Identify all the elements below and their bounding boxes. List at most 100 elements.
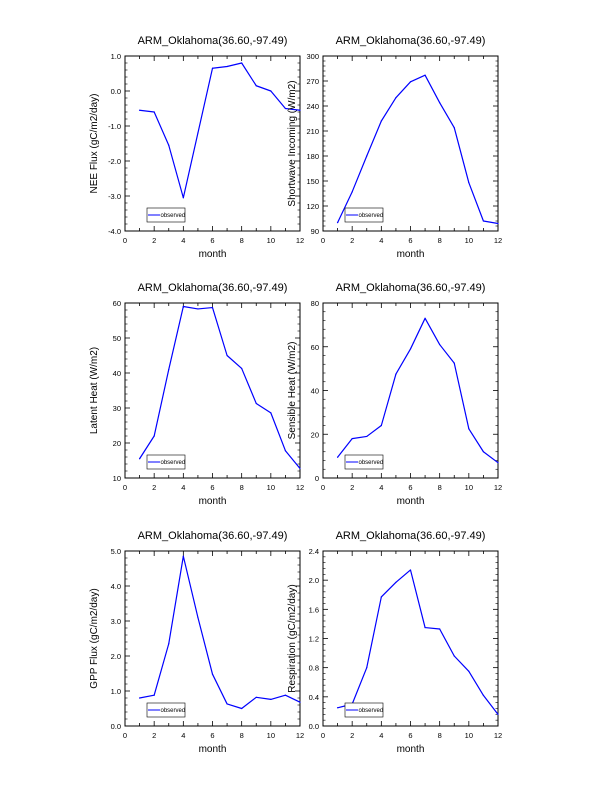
y-axis-label: GPP Flux (gC/m2/day) — [89, 588, 100, 688]
data-point — [336, 707, 339, 709]
y-tick-label: 0.0 — [111, 722, 121, 731]
legend-label: observed — [161, 213, 186, 219]
y-tick-label: 0 — [315, 474, 319, 483]
x-tick-label: 0 — [321, 236, 325, 245]
data-point — [153, 435, 155, 437]
x-tick-label: 10 — [267, 236, 275, 245]
chart-title: ARM_Oklahoma(36.60,-97.49) — [336, 530, 486, 542]
data-point — [255, 85, 257, 87]
data-point — [226, 354, 228, 357]
data-point — [424, 317, 426, 319]
x-tick-label: 10 — [465, 236, 473, 245]
y-tick-label: -2.0 — [108, 157, 121, 166]
y-tick-label: 30 — [113, 404, 121, 413]
data-point — [138, 109, 141, 111]
y-tick-label: 300 — [306, 52, 319, 61]
data-point — [380, 424, 382, 427]
data-point — [211, 673, 214, 675]
x-tick-label: 6 — [408, 731, 412, 740]
chart-title: ARM_Oklahoma(36.60,-97.49) — [138, 35, 288, 47]
chart-title: ARM_Oklahoma(36.60,-97.49) — [336, 35, 486, 47]
y-tick-label: 80 — [311, 299, 319, 308]
data-point — [270, 412, 272, 414]
x-axis-label: month — [199, 496, 227, 507]
x-tick-label: 6 — [210, 236, 214, 245]
y-tick-label: 60 — [113, 299, 121, 308]
y-axis-label: Latent Heat (W/m2) — [89, 347, 100, 434]
y-tick-label: 90 — [311, 227, 319, 236]
x-tick-label: 12 — [296, 731, 304, 740]
data-point — [299, 701, 301, 703]
data-point — [468, 670, 470, 672]
x-axis-label: month — [397, 496, 425, 507]
data-point — [255, 402, 257, 405]
x-tick-label: 2 — [152, 483, 156, 492]
y-tick-label: 120 — [306, 202, 319, 211]
y-tick-label: 0.4 — [309, 693, 319, 702]
data-point — [351, 438, 353, 440]
y-tick-label: 50 — [113, 334, 121, 343]
data-point — [395, 581, 397, 583]
chart-panel-1: ARM_Oklahoma(36.60,-97.49) 0 2 4 6 8 10 12 -4.0 -… — [89, 35, 304, 260]
data-point — [197, 308, 199, 310]
x-tick-label: 6 — [408, 236, 412, 245]
chart-panel-3: ARM_Oklahoma(36.60,-97.49) 0 2 4 6 8 10 12 10 20 3… — [89, 282, 304, 507]
x-tick-label: 2 — [152, 236, 156, 245]
legend-label: observed — [161, 708, 186, 714]
legend-label: observed — [359, 213, 384, 219]
legend-box — [344, 702, 384, 718]
legend-box — [146, 454, 186, 470]
x-axis-label: month — [199, 744, 227, 755]
data-point — [299, 467, 301, 470]
data-point — [197, 132, 199, 134]
legend-label: observed — [359, 460, 384, 466]
data-point — [366, 667, 368, 669]
y-axis-label: Respiration (gC/m2/day) — [287, 584, 298, 692]
y-tick-label: 150 — [306, 177, 319, 186]
data-point — [439, 102, 441, 104]
x-tick-label: 10 — [267, 483, 275, 492]
legend-box — [344, 454, 384, 470]
chart-panel-5: ARM_Oklahoma(36.60,-97.49) 0 2 4 6 8 10 12 0.0 1.… — [89, 530, 304, 755]
y-tick-label: 0.0 — [309, 722, 319, 731]
chart-panel-2: ARM_Oklahoma(36.60,-97.49) 0 2 4 6 8 10 12 90 120… — [287, 35, 502, 260]
y-tick-label: 1.6 — [309, 605, 319, 614]
data-point — [270, 90, 272, 92]
x-tick-label: 10 — [267, 731, 275, 740]
x-tick-label: 12 — [494, 236, 502, 245]
legend-box — [146, 207, 186, 223]
y-axis-label: Shortwave Incoming (W/m2) — [287, 80, 298, 206]
series-line-observed — [139, 62, 301, 199]
series-line-observed — [139, 305, 301, 469]
x-tick-label: 12 — [296, 236, 304, 245]
y-tick-label: 3.0 — [111, 617, 121, 626]
x-tick-label: 12 — [494, 483, 502, 492]
chart-panel-4: ARM_Oklahoma(36.60,-97.49) 0 2 4 6 8 10 12 0 20 40… — [287, 282, 502, 507]
data-point — [138, 458, 141, 460]
chart-title: ARM_Oklahoma(36.60,-97.49) — [138, 282, 288, 294]
data-point — [336, 222, 339, 224]
x-axis-label: month — [397, 744, 425, 755]
x-tick-label: 0 — [123, 731, 127, 740]
data-point — [197, 616, 199, 619]
y-tick-label: 1.0 — [111, 52, 121, 61]
y-tick-label: 1.0 — [111, 687, 121, 696]
x-tick-label: 0 — [123, 483, 127, 492]
y-tick-label: 4.0 — [111, 582, 121, 591]
y-tick-label: -1.0 — [108, 122, 121, 131]
x-tick-label: 2 — [350, 236, 354, 245]
x-axis-label: month — [199, 249, 227, 260]
data-point — [409, 348, 412, 350]
data-point — [482, 451, 485, 453]
data-point — [395, 97, 397, 99]
x-tick-label: 2 — [350, 731, 354, 740]
x-tick-label: 2 — [350, 483, 354, 492]
legend-label: observed — [359, 708, 384, 714]
data-point — [380, 596, 382, 598]
data-point — [241, 707, 243, 710]
legend: observed — [146, 207, 186, 223]
series-line-observed — [337, 317, 499, 464]
y-tick-label: 40 — [113, 369, 121, 378]
plot-frame — [322, 302, 499, 479]
x-tick-label: 4 — [379, 483, 383, 492]
